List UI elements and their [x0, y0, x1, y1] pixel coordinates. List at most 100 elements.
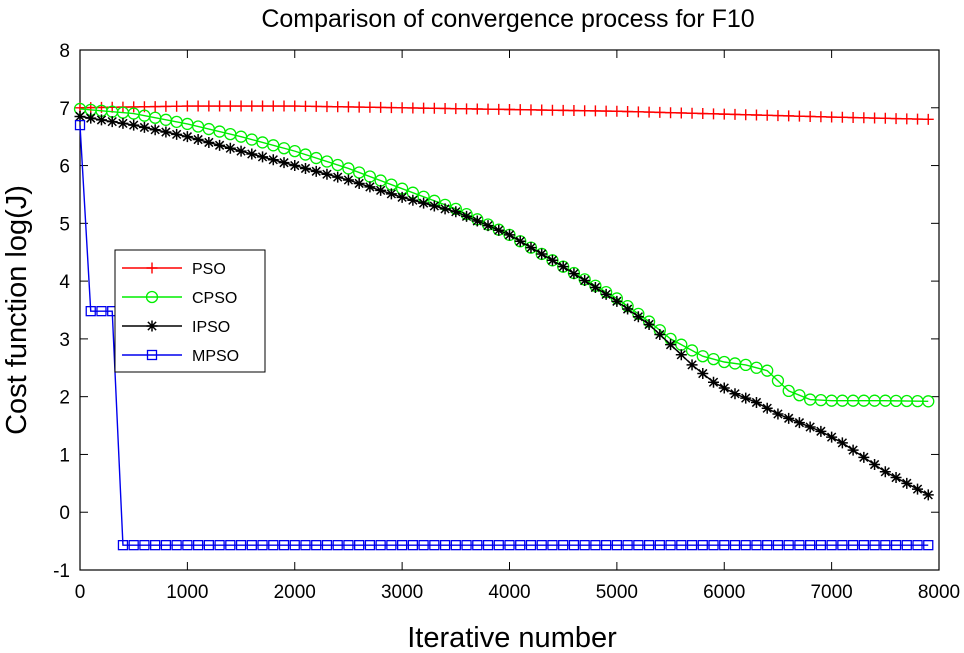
x-tick-label: 4000 — [488, 582, 530, 603]
marker-pso — [858, 112, 870, 124]
marker-pso — [600, 105, 612, 117]
marker-mpso — [192, 540, 204, 551]
marker-ipso — [869, 459, 881, 471]
marker-mpso — [321, 540, 333, 551]
marker-pso — [439, 102, 451, 114]
marker-pso — [557, 104, 569, 116]
marker-mpso — [536, 540, 547, 551]
marker-mpso — [525, 540, 537, 551]
x-tick-label: 8000 — [918, 582, 960, 603]
marker-mpso — [74, 119, 86, 131]
marker-ipso — [568, 268, 580, 280]
marker-mpso — [794, 540, 805, 551]
marker-mpso — [708, 540, 719, 551]
series-mpso — [74, 119, 934, 551]
marker-pso — [203, 100, 215, 112]
marker-pso — [826, 111, 838, 123]
marker-pso — [289, 100, 301, 112]
marker-mpso — [751, 540, 762, 551]
marker-ipso — [772, 408, 784, 420]
marker-pso — [847, 112, 859, 124]
marker-pso — [493, 103, 505, 115]
marker-mpso — [354, 540, 365, 551]
marker-ipso — [181, 131, 193, 143]
marker-mpso — [869, 540, 880, 551]
marker-cpso — [288, 144, 301, 158]
legend: PSO CPSO IPSO MPSO — [114, 249, 266, 373]
marker-pso — [836, 111, 848, 123]
marker-mpso — [611, 540, 623, 551]
marker-mpso — [837, 540, 848, 551]
marker-mpso — [579, 540, 590, 551]
marker-pso — [504, 104, 515, 116]
legend-marker-pso — [146, 262, 158, 274]
marker-mpso — [665, 540, 676, 551]
marker-cpso — [342, 162, 355, 175]
marker-pso — [579, 105, 591, 117]
marker-pso — [278, 100, 290, 112]
marker-ipso — [321, 168, 333, 180]
marker-ipso — [654, 329, 666, 341]
marker-pso — [364, 101, 376, 113]
marker-ipso — [826, 431, 838, 443]
marker-mpso — [150, 540, 161, 551]
marker-mpso — [633, 540, 644, 551]
marker-mpso — [418, 540, 429, 551]
y-tick-label: 6 — [59, 157, 70, 178]
marker-mpso — [375, 540, 386, 551]
marker-pso — [171, 100, 183, 112]
marker-pso — [632, 106, 644, 118]
marker-pso — [665, 107, 677, 119]
marker-mpso — [847, 540, 859, 551]
legend-label: MPSO — [192, 348, 239, 365]
marker-cpso — [922, 395, 935, 408]
marker-mpso — [160, 540, 172, 551]
marker-pso — [912, 113, 924, 125]
marker-mpso — [740, 540, 751, 551]
marker-pso — [890, 113, 902, 125]
y-tick-label: 8 — [59, 41, 70, 62]
marker-ipso — [804, 421, 816, 433]
marker-ipso — [879, 466, 891, 478]
marker-ipso — [149, 124, 161, 136]
marker-ipso — [579, 275, 591, 287]
marker-pso — [622, 106, 634, 118]
marker-ipso — [289, 160, 301, 172]
marker-pso — [332, 101, 344, 113]
marker-ipso — [546, 254, 558, 266]
marker-ipso — [589, 281, 601, 293]
y-axis-label: Cost function log(J) — [1, 185, 33, 435]
marker-ipso — [407, 194, 419, 206]
marker-pso — [772, 110, 784, 122]
marker-ipso — [353, 177, 365, 189]
marker-ipso — [536, 248, 548, 260]
marker-ipso — [246, 148, 258, 160]
marker-ipso — [267, 154, 279, 166]
marker-pso — [257, 100, 269, 112]
marker-mpso — [139, 540, 150, 551]
marker-cpso — [310, 151, 323, 165]
marker-mpso — [504, 540, 515, 551]
marker-ipso — [106, 116, 118, 128]
marker-pso — [804, 110, 816, 122]
marker-mpso — [472, 540, 483, 551]
marker-mpso — [923, 540, 934, 551]
marker-ipso — [890, 472, 902, 484]
marker-ipso — [632, 311, 644, 323]
marker-mpso — [912, 540, 923, 551]
marker-mpso — [826, 540, 837, 551]
marker-mpso — [364, 540, 376, 551]
series-pso — [74, 100, 934, 125]
marker-pso — [740, 109, 752, 121]
marker-mpso — [461, 540, 472, 551]
marker-ipso — [461, 210, 473, 222]
marker-ipso — [622, 303, 634, 315]
marker-mpso — [203, 540, 215, 551]
marker-ipso — [278, 157, 290, 169]
marker-mpso — [278, 540, 290, 551]
marker-pso — [418, 102, 430, 114]
marker-ipso — [364, 181, 376, 193]
marker-mpso — [171, 540, 182, 551]
y-tick-label: 0 — [59, 503, 70, 524]
marker-cpso — [782, 384, 795, 398]
